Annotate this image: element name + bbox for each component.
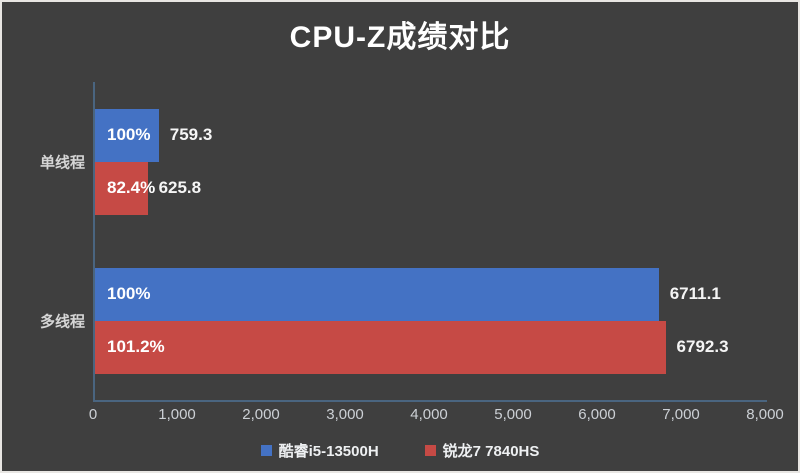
value-label: 6711.1 — [669, 284, 721, 303]
legend-item: 锐龙7 7840HS — [424, 440, 540, 461]
legend-label: 锐龙7 7840HS — [442, 443, 540, 460]
plot-area: 单线程 100% 759.3 82.4% 625.8 多线程 100% 6711.1 101.2… — [40, 82, 767, 402]
legend-swatch-icon — [260, 445, 272, 456]
bar-rows: 100% 6711.1 101.2% 6792.3 — [95, 267, 767, 374]
category-label: 单线程 — [39, 154, 85, 171]
x-tick-label: 6,000 — [578, 406, 616, 423]
percent-label: 100% — [107, 125, 151, 144]
x-tick-label: 1,000 — [158, 406, 196, 423]
chart-title: CPU-Z成绩对比 — [289, 21, 511, 54]
bar-row: 101.2% 6792.3 — [95, 320, 767, 374]
x-axis-ticks: 0 1,000 2,000 3,000 4,000 5,000 6,000 7,000 8,00… — [89, 406, 784, 426]
value-label: 759.3 — [169, 125, 213, 144]
category-label: 多线程 — [39, 313, 85, 330]
bar-row: 100% 6711.1 — [95, 267, 767, 321]
x-tick-label: 3,000 — [326, 406, 364, 423]
percent-label: 82.4% — [107, 178, 156, 197]
bar-group: 多线程 100% 6711.1 101.2% 6792.3 — [40, 241, 767, 400]
bar-red: 101.2% — [95, 320, 666, 374]
x-tick-label: 0 — [88, 406, 98, 423]
legend-swatch-icon — [424, 445, 436, 456]
x-tick-label: 7,000 — [662, 406, 700, 423]
bar-row: 100% 759.3 — [95, 108, 767, 162]
percent-label: 101.2% — [107, 337, 165, 356]
legend-item: 酷睿i5-13500H — [260, 440, 379, 461]
bar-red: 82.4% — [95, 161, 155, 215]
legend: 酷睿i5-13500H 锐龙7 7840HS — [2, 440, 798, 461]
bar-row: 82.4% 625.8 — [95, 161, 767, 215]
bar-blue: 100% — [95, 267, 659, 321]
x-tick-label: 2,000 — [242, 406, 280, 423]
bar-blue: 100% — [95, 108, 159, 162]
value-label: 6792.3 — [676, 337, 729, 356]
x-tick-label: 8,000 — [746, 406, 784, 423]
legend-label: 酷睿i5-13500H — [278, 443, 379, 460]
bar-group: 单线程 100% 759.3 82.4% 625.8 — [40, 82, 767, 241]
bar-rows: 100% 759.3 82.4% 625.8 — [95, 108, 767, 215]
x-tick-label: 4,000 — [410, 406, 448, 423]
percent-label: 100% — [107, 284, 151, 303]
x-tick-label: 5,000 — [494, 406, 532, 423]
value-label: 625.8 — [158, 178, 202, 197]
